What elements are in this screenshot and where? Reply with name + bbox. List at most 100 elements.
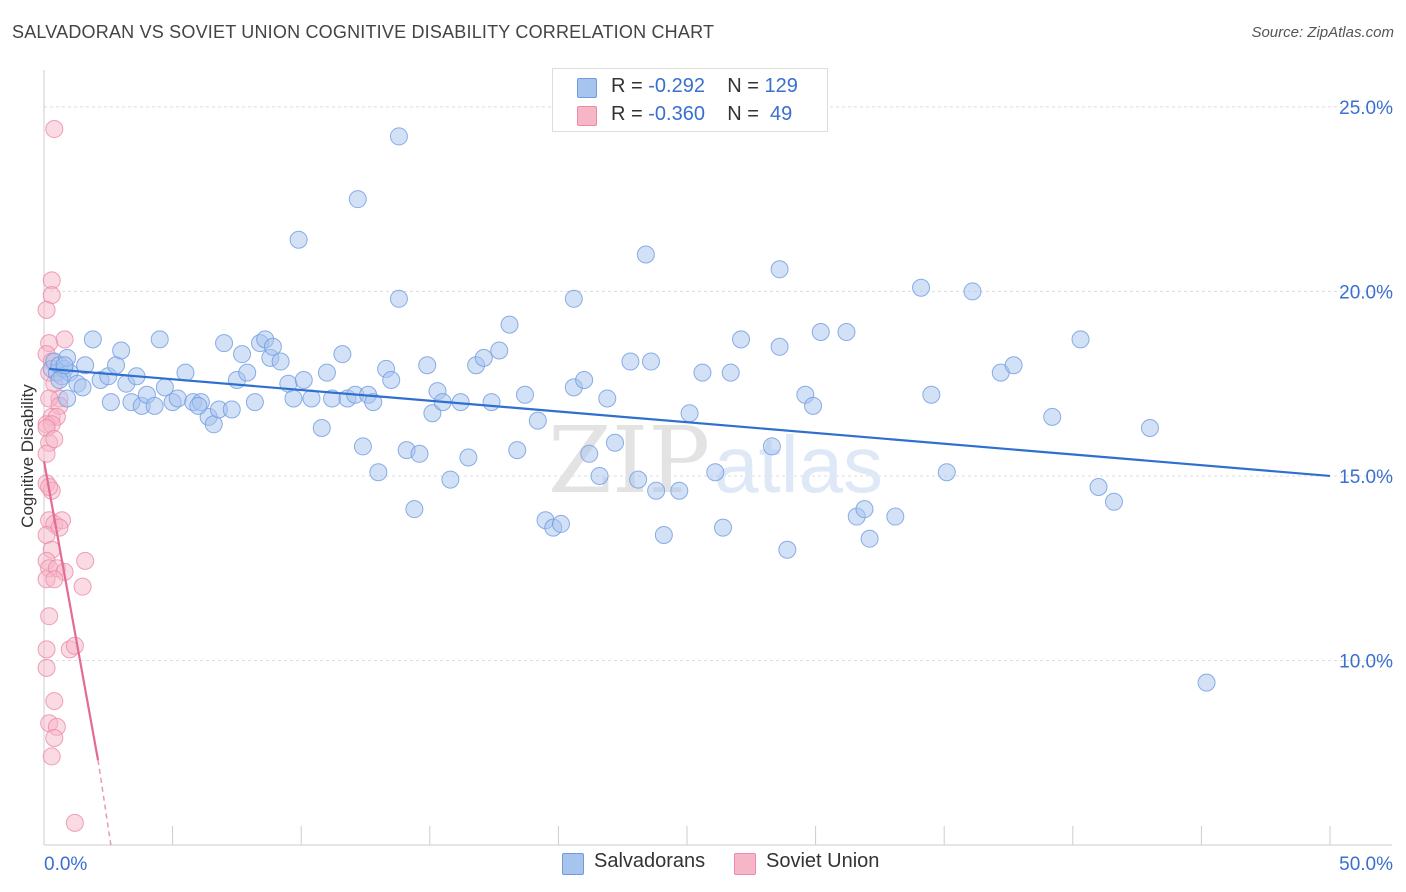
salvadoran-point [963, 282, 982, 301]
y-tick-label: 20.0% [1339, 282, 1393, 303]
salvadoran-point [168, 389, 187, 408]
salvadoran-point [101, 393, 120, 412]
salvadoran-point [364, 393, 383, 412]
trend-lines [42, 367, 1331, 846]
salvadoran-point [528, 411, 547, 430]
salvadoran-point [1071, 330, 1090, 349]
bottom-legend-label-salvadorans: Salvadorans [594, 850, 706, 872]
legend-swatch-soviet-union [577, 106, 597, 126]
salvadoran-point [76, 356, 95, 375]
salvadoran-point [294, 371, 313, 389]
salvadorans-trend-line [49, 367, 1331, 478]
salvadoran-point [605, 433, 624, 452]
salvadoran-point [508, 441, 527, 460]
salvadoran-point [474, 348, 493, 367]
salvadoran-point [770, 337, 789, 356]
salvadoran-point [1104, 492, 1123, 511]
salvadoran-point [714, 518, 733, 537]
salvadoran-point [271, 352, 290, 371]
salvadoran-point [459, 448, 478, 467]
legend-n-label: N = [727, 75, 765, 97]
salvadorans-points [42, 127, 1216, 692]
salvadoran-point [238, 363, 257, 382]
salvadoran-point [670, 481, 689, 500]
salvadoran-point [382, 371, 401, 389]
soviet-union-point [37, 658, 56, 677]
salvadoran-point [886, 507, 905, 526]
soviet-union-point [45, 692, 64, 711]
y-tick-label: 10.0% [1339, 651, 1393, 672]
source-credit: Source: ZipAtlas.com [1251, 24, 1394, 41]
salvadoran-point [515, 385, 534, 404]
salvadoran-point [551, 514, 570, 533]
salvadoran-point [647, 481, 666, 500]
soviet-union-point [45, 570, 64, 589]
salvadoran-point [145, 396, 164, 415]
salvadoran-point [1140, 418, 1159, 437]
x-tick-label: 0.0% [44, 854, 87, 875]
legend-r-label: R = [611, 103, 649, 125]
salvadoran-point [804, 396, 823, 415]
legend-n-value: 49 [764, 103, 793, 125]
soviet-union-point [37, 300, 56, 319]
salvadoran-point [58, 389, 77, 408]
salvadoran-point [405, 500, 424, 519]
soviet-union-point [40, 607, 59, 626]
salvadoran-point [441, 470, 460, 489]
soviet-union-point [55, 330, 74, 349]
soviet-union-point [37, 640, 56, 659]
salvadoran-point [333, 345, 352, 364]
salvadoran-point [317, 363, 336, 382]
salvadoran-point [641, 352, 660, 371]
soviet-union-point [65, 813, 84, 832]
salvadoran-point [706, 463, 725, 482]
salvadoran-point [500, 315, 519, 334]
salvadoran-point [629, 470, 648, 489]
salvadoran-point [353, 437, 372, 456]
soviet-union-point [73, 577, 92, 596]
salvadoran-point [418, 356, 437, 375]
soviet-union-points [37, 120, 95, 832]
stats-legend: R = -0.292 N = 129 R = -0.360 N = 49 [552, 68, 828, 132]
salvadoran-point [636, 245, 655, 264]
salvadoran-point [112, 341, 131, 360]
salvadoran-point [348, 190, 367, 209]
salvadoran-point [811, 323, 830, 342]
salvadoran-point [1043, 407, 1062, 426]
salvadoran-point [598, 389, 617, 408]
salvadoran-point [312, 418, 331, 437]
soviet-union-point [50, 518, 69, 537]
salvadoran-point [680, 404, 699, 423]
salvadoran-point [245, 393, 264, 412]
soviet-union-trend-line [42, 460, 100, 761]
salvadoran-point [73, 378, 92, 397]
salvadoran-point [389, 289, 408, 308]
salvadoran-point [580, 444, 599, 463]
salvadoran-point [289, 230, 308, 249]
salvadoran-point [222, 400, 241, 419]
salvadoran-point [176, 363, 195, 382]
legend-r-value: -0.360 [648, 103, 705, 125]
salvadoran-point [837, 323, 856, 342]
salvadoran-point [855, 500, 874, 519]
legend-r-label: R = [611, 75, 649, 97]
watermark-atlas: atlas [714, 420, 883, 509]
soviet-union-point [45, 430, 64, 449]
salvadoran-point [1004, 356, 1023, 375]
legend-n-value: 129 [764, 75, 798, 97]
salvadoran-point [912, 278, 931, 297]
salvadoran-point [302, 389, 321, 408]
salvadoran-point [389, 127, 408, 146]
bottom-legend-label-soviet-union: Soviet Union [766, 850, 880, 872]
legend-swatch-salvadorans [577, 78, 597, 98]
salvadoran-point [732, 330, 751, 349]
bottom-legend-swatch-soviet-union [734, 853, 756, 875]
grid-lines [44, 106, 1392, 661]
x-tick-label: 50.0% [1339, 854, 1393, 875]
salvadoran-point [233, 345, 252, 364]
salvadoran-point [423, 404, 442, 423]
salvadoran-point [482, 393, 501, 412]
salvadoran-point [1197, 673, 1216, 692]
soviet-union-point [42, 747, 61, 766]
